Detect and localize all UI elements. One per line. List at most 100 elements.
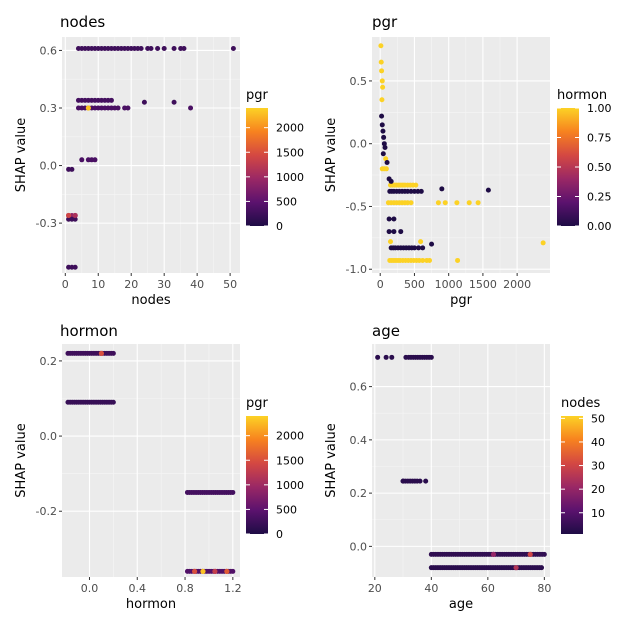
data-point: [171, 99, 177, 105]
data-point: [408, 188, 414, 194]
data-point: [423, 478, 429, 484]
x-tick-label: 0: [62, 278, 69, 291]
color-legend: nodes 10 20 30 40 50: [561, 396, 605, 534]
data-point: [375, 354, 381, 360]
data-point: [200, 568, 206, 574]
y-axis-label: SHAP value: [324, 118, 339, 192]
points-layer: [65, 46, 236, 270]
data-point: [381, 134, 387, 140]
data-point: [230, 489, 236, 495]
data-point: [230, 568, 236, 574]
data-point: [420, 245, 426, 251]
panel-title: age: [372, 322, 400, 340]
x-tick-label: 20: [368, 582, 382, 595]
data-point: [378, 43, 384, 49]
legend-tick-label: 1.00: [587, 102, 612, 115]
x-tick-label: 10: [91, 278, 105, 291]
y-tick-label: -0.3: [36, 217, 57, 230]
data-point: [442, 200, 448, 206]
y-tick-label: -0.5: [346, 200, 367, 213]
data-point: [466, 200, 472, 206]
colorbar: [246, 108, 268, 226]
plot-background: [62, 37, 240, 273]
y-tick-label: 0.6: [40, 44, 58, 57]
data-point: [455, 257, 461, 263]
legend-tick-label: 1000: [276, 479, 304, 492]
data-point: [391, 229, 397, 235]
data-point: [513, 565, 519, 571]
x-tick-label: 1.2: [224, 582, 242, 595]
data-point: [379, 122, 385, 128]
data-point: [413, 182, 419, 188]
data-point: [188, 105, 194, 111]
legend-tick-label: 10: [591, 507, 605, 520]
legend-title: pgr: [246, 88, 269, 103]
data-point: [435, 200, 441, 206]
data-point: [416, 245, 422, 251]
plot-background: [62, 344, 240, 577]
y-axis-label: SHAP value: [14, 423, 29, 497]
data-point: [439, 186, 445, 192]
legend-tick-label: 0.50: [587, 161, 612, 174]
data-point: [383, 166, 389, 172]
x-tick-label: 0: [377, 278, 384, 291]
x-tick-label: 20: [124, 278, 138, 291]
y-tick-label: 0.0: [40, 430, 58, 443]
data-point: [110, 350, 116, 356]
data-point: [527, 551, 533, 557]
data-point: [381, 141, 387, 147]
data-point: [539, 565, 545, 571]
legend-tick-label: 1500: [276, 146, 304, 159]
data-point: [85, 105, 91, 111]
data-point: [379, 78, 385, 84]
x-tick-label: 40: [424, 582, 438, 595]
legend-title: nodes: [561, 396, 600, 411]
y-tick-label: 0.5: [350, 75, 368, 88]
x-axis-label: hormon: [126, 597, 176, 612]
colorbar: [557, 108, 579, 226]
data-point: [148, 46, 154, 52]
x-tick-label: 30: [157, 278, 171, 291]
colorbar: [246, 416, 268, 534]
data-point: [138, 46, 144, 52]
y-tick-label: 0.0: [350, 138, 368, 151]
x-axis-label: age: [449, 597, 473, 612]
legend-tick-label: 500: [276, 195, 297, 208]
y-tick-label: -0.2: [36, 505, 57, 518]
data-point: [416, 257, 422, 263]
data-point: [403, 354, 409, 360]
panel-age: 20 40 60 80 0.0 0.2 0.4 0.6 age age SHAP value node…: [324, 322, 605, 612]
data-point: [485, 187, 491, 193]
panel-title: nodes: [60, 13, 105, 31]
legend-tick-label: 0.00: [587, 220, 612, 233]
y-tick-label: 0.2: [40, 355, 58, 368]
y-tick-label: -1.0: [346, 263, 367, 276]
x-tick-label: 60: [481, 582, 495, 595]
data-point: [428, 354, 434, 360]
color-legend: pgr 0 500 1000 1500 2000: [246, 88, 304, 233]
x-tick-label: 500: [404, 278, 425, 291]
data-point: [418, 188, 424, 194]
x-tick-label: 2000: [503, 278, 531, 291]
legend-tick-label: 50: [591, 412, 605, 425]
data-point: [417, 478, 423, 484]
x-tick-label: 0.4: [129, 582, 147, 595]
colorbar: [561, 416, 583, 534]
legend-tick-label: 1000: [276, 171, 304, 184]
data-point: [427, 257, 433, 263]
y-tick-label: 0.0: [350, 540, 368, 553]
legend-tick-label: 1500: [276, 454, 304, 467]
legend-tick-label: 0: [276, 220, 283, 233]
data-point: [380, 128, 386, 134]
data-point: [389, 354, 395, 360]
data-point: [171, 46, 177, 52]
data-point: [92, 157, 98, 163]
y-tick-label: 0.0: [40, 160, 58, 173]
data-point: [230, 46, 236, 52]
data-point: [405, 200, 411, 206]
data-point: [408, 200, 414, 206]
x-tick-label: 1500: [469, 278, 497, 291]
panel-hormon: 0.0 0.4 0.8 1.2 -0.2 0.0 0.2 hormon hormon SHAP v…: [14, 322, 304, 612]
